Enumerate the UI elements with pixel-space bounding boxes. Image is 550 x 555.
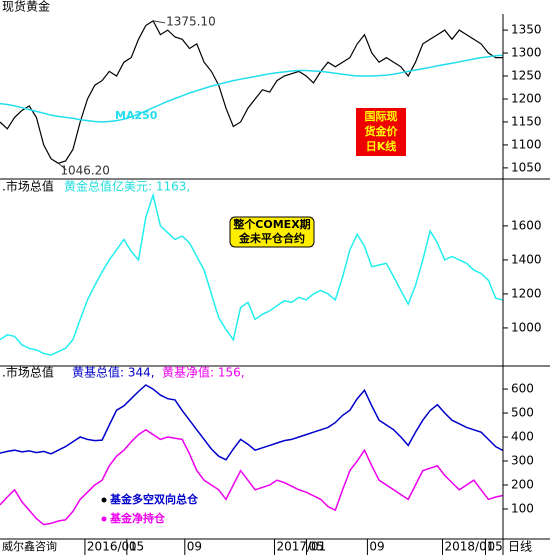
- x-tick-label: 2016/01: [87, 540, 137, 554]
- x-tick-label: 09: [187, 540, 202, 554]
- legend-label: 基金净持仓: [109, 511, 166, 525]
- y-tick-label: 1350: [511, 23, 542, 37]
- y-tick-label: 500: [511, 406, 534, 420]
- y-tick-label: 1150: [511, 114, 542, 128]
- y-tick-label: 1000: [511, 320, 542, 334]
- series-line: [0, 54, 504, 123]
- x-tick-label: 05: [309, 540, 324, 554]
- legend-marker: [101, 516, 107, 522]
- label-box-text: 货金价: [364, 124, 399, 138]
- series-line: [0, 428, 504, 526]
- y-tick-label: 1250: [511, 69, 542, 83]
- chart-title: 现货黄金: [2, 0, 50, 14]
- label-box-text: 国际现: [365, 109, 398, 123]
- legend-marker: [101, 497, 107, 503]
- x-tick-label: 05: [129, 540, 144, 554]
- panel-subtitle: 黄金总值亿美元: 1163,: [64, 179, 190, 194]
- panel-subtitle: 黄基总值: 344,: [72, 365, 155, 380]
- y-tick-label: 300: [511, 454, 534, 468]
- x-tick-label: 2017/01: [276, 540, 326, 554]
- label-box: [356, 108, 406, 156]
- legend-label: 基金多空双向总仓: [109, 492, 199, 506]
- panel-subtitle: 黄基净值: 156,: [162, 365, 245, 380]
- series-label: MA250: [115, 109, 158, 122]
- x-tick-label: 2018/01: [444, 540, 494, 554]
- y-tick-label: 100: [511, 501, 534, 515]
- x-axis-label: 日线: [508, 540, 532, 554]
- y-tick-label: 1600: [511, 218, 542, 232]
- annotation: 1046.20: [60, 164, 110, 178]
- label-box-text: 整个COMEX期: [232, 217, 310, 231]
- series-line: [0, 192, 504, 356]
- y-tick-label: 1400: [511, 252, 542, 266]
- source: 威尔鑫咨询: [2, 539, 57, 553]
- y-tick-label: 1200: [511, 286, 542, 300]
- panel-title: .市场总值: [2, 365, 54, 380]
- leader: [57, 162, 67, 171]
- y-tick-label: 1200: [511, 91, 542, 105]
- x-tick-label: 09: [369, 540, 384, 554]
- series-line: [0, 384, 504, 461]
- y-tick-label: 200: [511, 477, 534, 491]
- panel-title: .市场总值: [2, 179, 54, 194]
- y-tick-label: 1050: [511, 160, 542, 174]
- x-tick-label: 05: [488, 540, 503, 554]
- y-tick-label: 600: [511, 382, 534, 396]
- y-tick-label: 1100: [511, 137, 542, 151]
- y-tick-label: 400: [511, 430, 534, 444]
- leader: [153, 20, 166, 24]
- label-box-text: 金未平仓合约: [238, 231, 305, 245]
- annotation: 1375.10: [166, 15, 216, 29]
- y-tick-label: 1300: [511, 46, 542, 60]
- label-box-text: 日K线: [366, 139, 397, 153]
- series-line: [0, 20, 503, 164]
- label-box: [229, 216, 315, 248]
